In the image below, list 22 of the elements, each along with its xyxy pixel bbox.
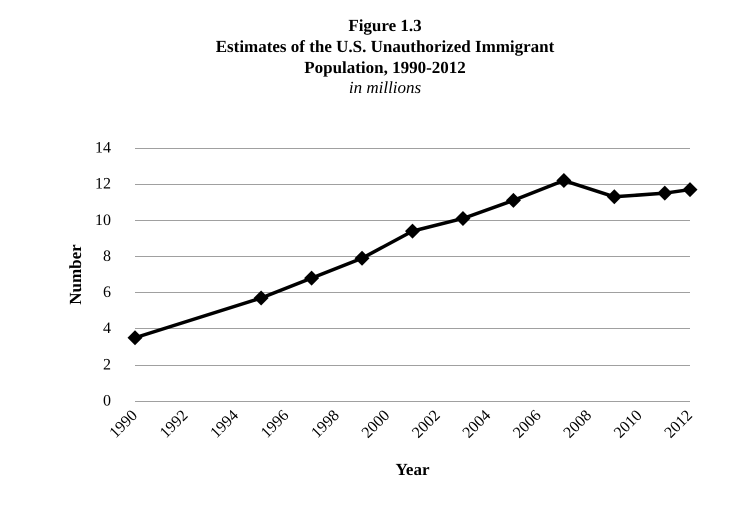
point xyxy=(506,192,521,208)
point xyxy=(556,173,572,188)
y-tick-label: 6 xyxy=(103,284,111,302)
y-tick-label: 12 xyxy=(95,176,111,193)
y-tick-label: 0 xyxy=(103,392,111,410)
point xyxy=(455,210,470,226)
point xyxy=(657,186,672,201)
y-tick-label: 4 xyxy=(103,320,111,338)
point xyxy=(606,189,622,204)
y-tick-label: 8 xyxy=(103,248,111,265)
point xyxy=(254,290,269,306)
y-axis-title: Number xyxy=(66,244,86,305)
y-tick-label: 10 xyxy=(95,212,111,229)
y-tick-label: 2 xyxy=(103,356,111,374)
point xyxy=(682,182,698,198)
point xyxy=(405,224,420,239)
point xyxy=(304,270,320,286)
point xyxy=(128,330,142,346)
x-axis-title: Year xyxy=(396,460,430,479)
y-tick-label: 14 xyxy=(95,140,111,156)
point xyxy=(354,250,370,266)
chart-subtitle: in millions xyxy=(348,78,422,97)
